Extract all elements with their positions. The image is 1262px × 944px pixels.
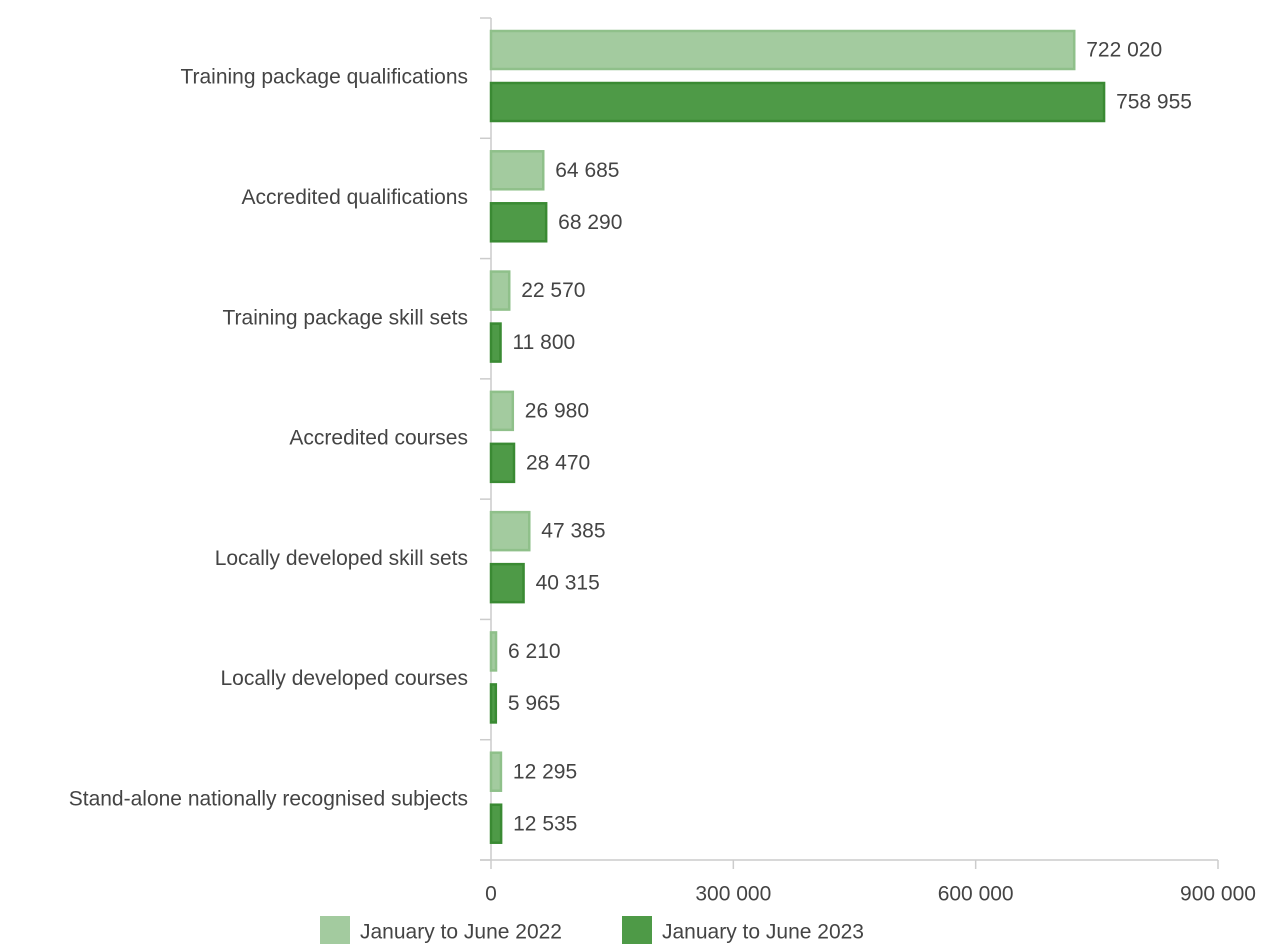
bar [489, 683, 498, 724]
value-label: 758 955 [1116, 91, 1192, 114]
value-label: 12 535 [513, 812, 577, 835]
x-tick-label: 300 000 [695, 883, 771, 906]
bar [489, 751, 503, 792]
legend-label: January to June 2022 [360, 921, 562, 944]
x-tick-label: 0 [485, 883, 497, 906]
bar [489, 29, 1076, 71]
value-label: 5 965 [508, 692, 561, 715]
bar [489, 81, 1106, 123]
category-label: Accredited qualifications [242, 186, 468, 209]
value-label: 26 980 [525, 399, 589, 422]
value-label: 40 315 [536, 572, 600, 595]
value-label: 11 800 [513, 331, 576, 354]
value-label: 6 210 [508, 640, 561, 663]
bar [489, 202, 548, 243]
bar [489, 322, 502, 363]
legend-swatch [622, 916, 652, 944]
category-label: Training package qualifications [180, 66, 468, 89]
value-label: 68 290 [558, 211, 622, 234]
bar [489, 150, 545, 191]
value-label: 28 470 [526, 451, 590, 474]
bar [489, 562, 525, 604]
bar [489, 631, 498, 672]
value-label: 12 295 [513, 760, 577, 783]
category-label: Locally developed skill sets [215, 547, 468, 570]
value-label: 22 570 [521, 279, 585, 302]
value-label: 64 685 [555, 159, 619, 182]
bar [489, 442, 516, 484]
bar [489, 510, 531, 552]
value-label: 722 020 [1086, 39, 1162, 62]
legend-swatch [320, 916, 350, 944]
category-label: Training package skill sets [223, 306, 469, 329]
category-label: Locally developed courses [221, 667, 469, 690]
legend-label: January to June 2023 [662, 921, 864, 944]
category-label: Accredited courses [289, 427, 468, 450]
bar [489, 803, 503, 844]
category-label: Stand-alone nationally recognised subjec… [69, 787, 468, 810]
bar [489, 390, 515, 432]
value-label: 47 385 [541, 520, 605, 543]
x-tick-label: 900 000 [1180, 883, 1256, 906]
bar [489, 270, 511, 311]
x-tick-label: 600 000 [938, 883, 1014, 906]
